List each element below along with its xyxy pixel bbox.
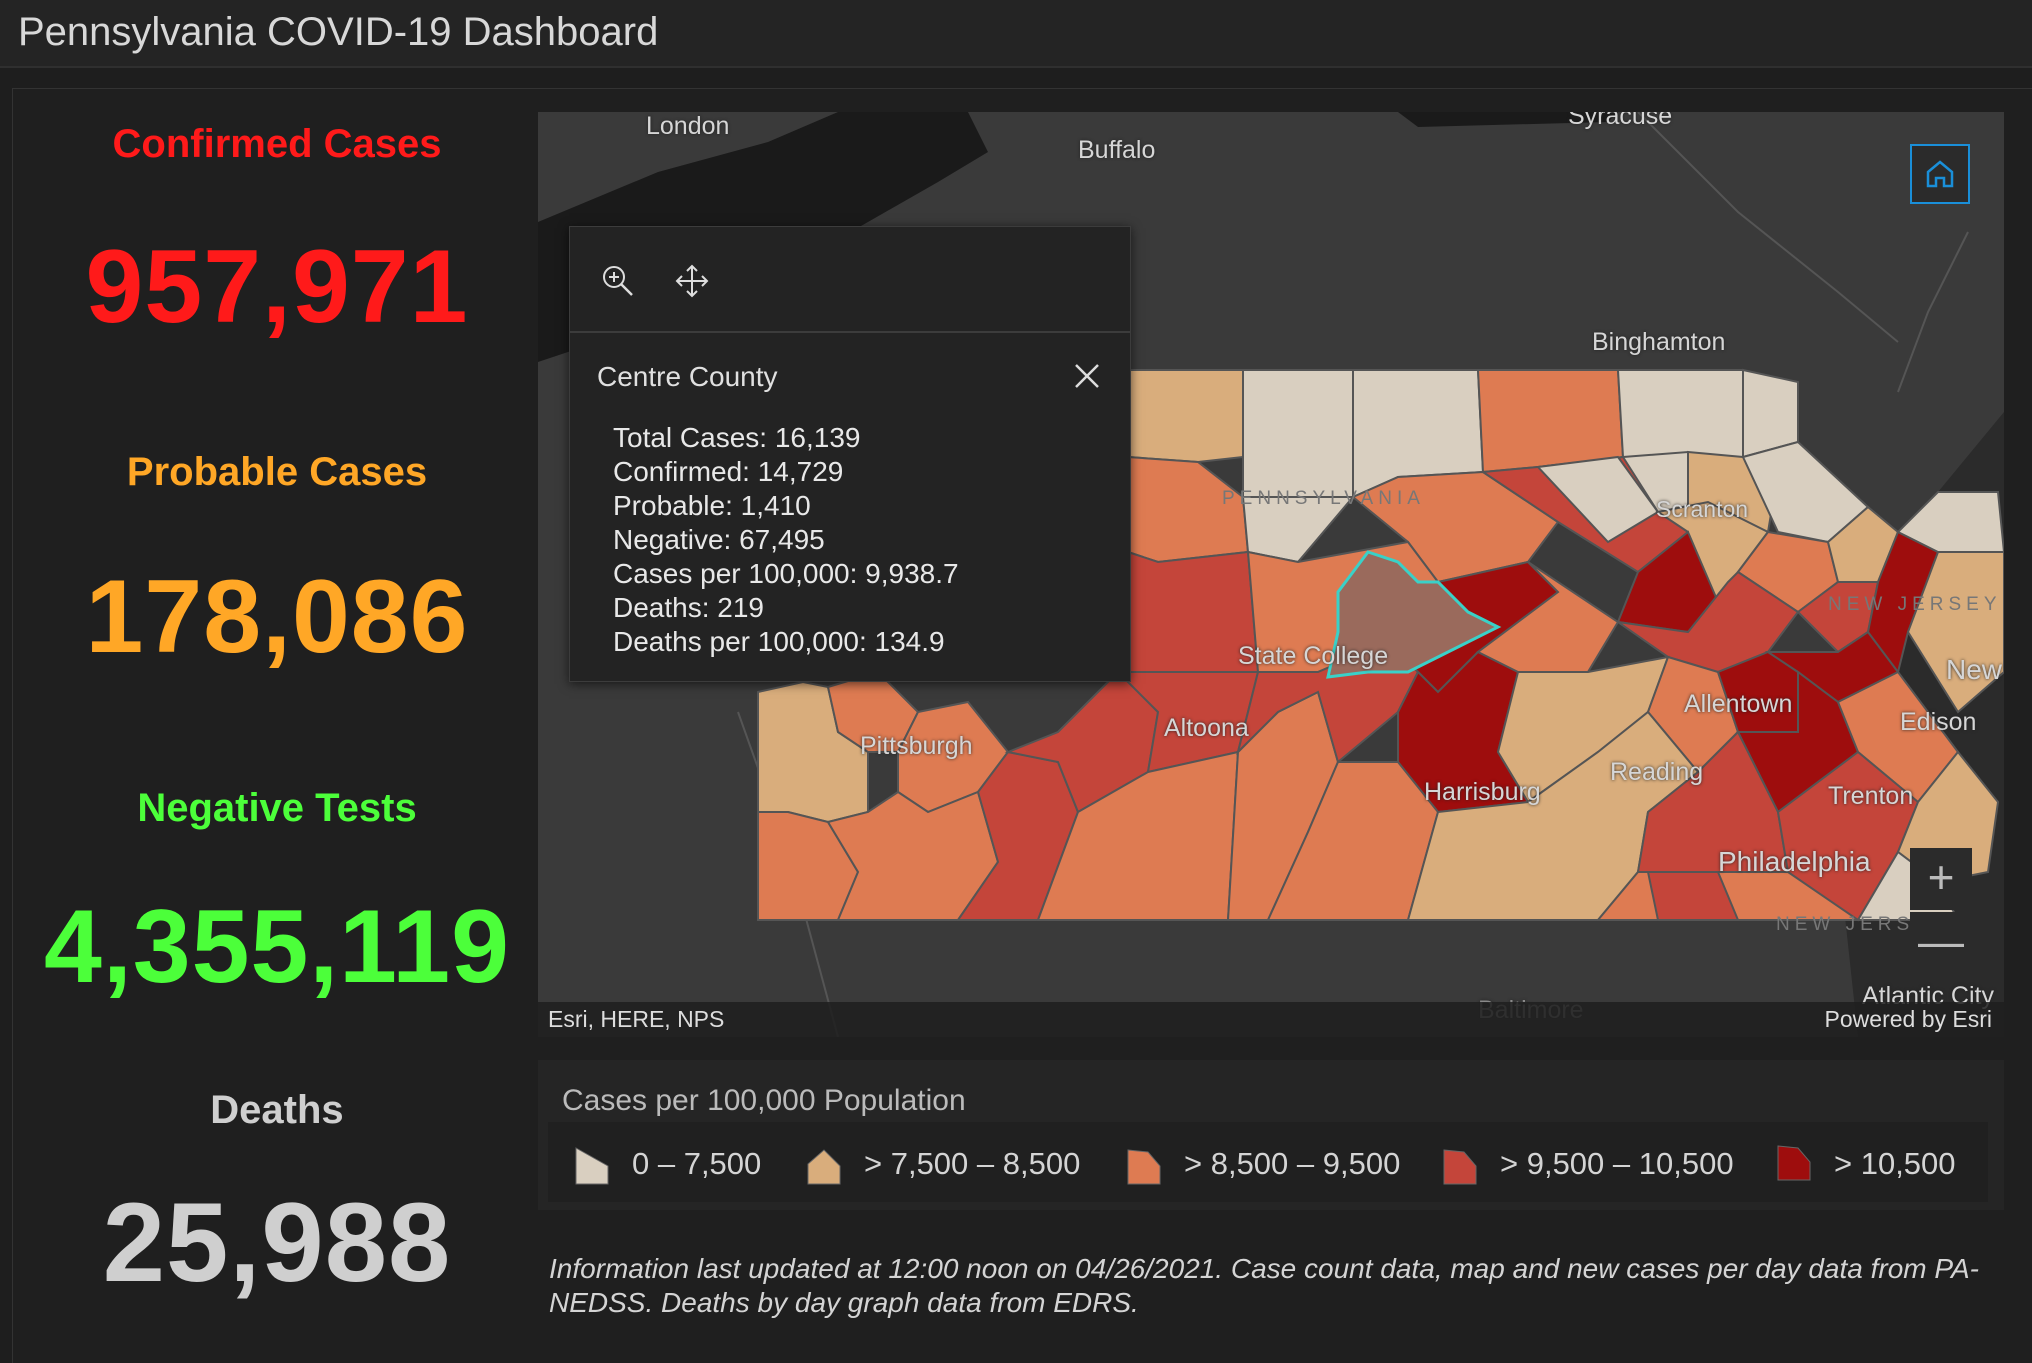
confirmed-cases-value: 957,971	[85, 229, 469, 345]
lake-ontario	[1398, 112, 1618, 127]
deaths-value: 25,988	[102, 1180, 452, 1305]
dashboard-title: Pennsylvania COVID-19 Dashboard	[18, 10, 659, 54]
centre-county-highlight[interactable]	[1326, 550, 1502, 679]
city-label-new: New	[1946, 654, 2003, 685]
city-label-scranton: Scranton	[1656, 496, 1749, 522]
popup-row-confirmed: Confirmed: 14,729	[613, 456, 844, 487]
city-label-reading: Reading	[1610, 758, 1704, 786]
stats-panel: Confirmed Cases 957,971 Probable Cases 1…	[12, 88, 542, 1362]
county-popup: Centre County Total Cases: 16,139 Confir…	[569, 226, 1131, 682]
confirmed-cases-label: Confirmed Cases	[112, 122, 442, 166]
map-view[interactable]: London Buffalo Syracuse Binghamton Scran…	[538, 112, 2004, 1037]
legend-label-1: 0 – 7,500	[632, 1146, 762, 1181]
deaths-label: Deaths	[210, 1088, 344, 1132]
negative-tests-value: 4,355,119	[44, 889, 510, 1005]
legend-row: 0 – 7,500 > 7,500 – 8,500 > 8,500 – 9,50…	[548, 1122, 1988, 1202]
city-label-trenton: Trenton	[1828, 782, 1914, 810]
popup-title: Centre County	[597, 361, 778, 392]
city-label-binghamton: Binghamton	[1592, 328, 1726, 356]
popup-row-cases-per-100k: Cases per 100,000: 9,938.7	[613, 558, 959, 589]
city-label-pittsburgh: Pittsburgh	[860, 732, 973, 760]
pan-icon[interactable]	[674, 263, 710, 299]
popup-row-deaths-per-100k: Deaths per 100,000: 134.9	[613, 626, 945, 657]
legend-swatch-2	[807, 1149, 841, 1185]
legend-title: Cases per 100,000 Population	[562, 1084, 966, 1117]
city-label-state-college: State College	[1238, 642, 1389, 670]
state-label-pennsylvania: PENNSYLVANIA	[1222, 488, 1425, 509]
map-attribution-bar: Esri, HERE, NPS Powered by Esri	[538, 1002, 2004, 1037]
popup-row-negative: Negative: 67,495	[613, 524, 825, 555]
popup-toolbar	[570, 227, 1130, 333]
city-label-london: London	[646, 112, 730, 140]
map-attribution[interactable]: Esri, HERE, NPS	[548, 1006, 725, 1032]
zoom-in-icon: +	[1927, 851, 1955, 903]
popup-row-total-cases: Total Cases: 16,139	[613, 422, 861, 453]
legend-swatch-4	[1443, 1149, 1477, 1185]
close-icon[interactable]	[1070, 359, 1104, 393]
negative-tests-label: Negative Tests	[137, 786, 417, 830]
legend-swatch-3	[1127, 1149, 1161, 1185]
zoom-out-button[interactable]: —	[1910, 912, 1972, 974]
powered-by-esri[interactable]: Powered by Esri	[1824, 1006, 1992, 1032]
city-label-syracuse: Syracuse	[1568, 112, 1673, 130]
popup-row-probable: Probable: 1,410	[613, 490, 811, 521]
city-label-philadelphia: Philadelphia	[1718, 846, 1871, 877]
city-label-altoona: Altoona	[1164, 714, 1249, 742]
legend-label-2: > 7,500 – 8,500	[864, 1146, 1081, 1181]
legend-label-5: > 10,500	[1834, 1146, 1956, 1181]
city-label-allentown: Allentown	[1684, 690, 1793, 718]
legend-label-4: > 9,500 – 10,500	[1500, 1146, 1734, 1181]
city-label-harrisburg: Harrisburg	[1424, 778, 1541, 806]
probable-cases-label: Probable Cases	[126, 450, 428, 494]
popup-details: Total Cases: 16,139 Confirmed: 14,729 Pr…	[613, 421, 959, 659]
probable-cases-value: 178,086	[85, 559, 469, 675]
state-label-new-jersey-2: NEW JERS	[1776, 914, 1915, 935]
city-label-buffalo: Buffalo	[1078, 136, 1156, 164]
zoom-out-icon: —	[1918, 915, 1964, 967]
legend-swatch-1	[575, 1147, 609, 1185]
home-button[interactable]	[1910, 144, 1970, 204]
city-label-edison: Edison	[1900, 708, 1977, 736]
map-legend: Cases per 100,000 Population 0 – 7,500 >…	[538, 1060, 2004, 1210]
legend-label-3: > 8,500 – 9,500	[1184, 1146, 1401, 1181]
zoom-in-button[interactable]: +	[1910, 848, 1972, 910]
home-icon	[1926, 160, 1954, 188]
header-bar: Pennsylvania COVID-19 Dashboard	[0, 0, 2032, 68]
state-label-new-jersey: NEW JERSEY	[1828, 594, 2002, 615]
popup-row-deaths: Deaths: 219	[613, 592, 764, 623]
magnify-icon[interactable]	[600, 263, 636, 299]
update-footnote: Information last updated at 12:00 noon o…	[549, 1253, 1979, 1318]
legend-swatch-5	[1777, 1145, 1811, 1181]
